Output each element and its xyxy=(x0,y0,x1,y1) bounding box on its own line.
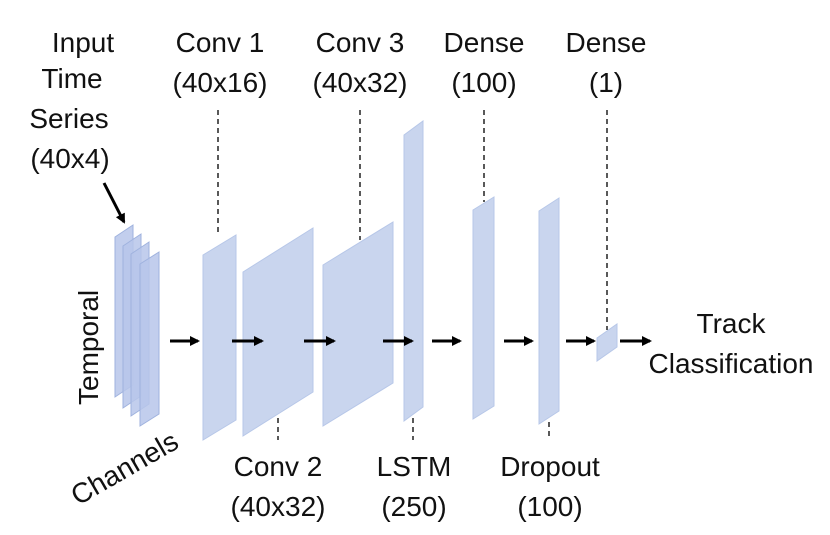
conv2-shape: (40x32) xyxy=(231,491,326,522)
lstm-name: LSTM xyxy=(377,451,452,482)
input-pointer-arrow xyxy=(102,182,126,224)
dropout-layer xyxy=(538,197,560,425)
output-label-line2: Classification xyxy=(649,348,814,379)
output-label: Track Classification xyxy=(649,308,814,379)
conv3-shape: (40x32) xyxy=(313,67,408,98)
input-label-line4: (40x4) xyxy=(30,143,109,174)
conv1-shape: (40x16) xyxy=(173,67,268,98)
input-slab-4 xyxy=(139,251,160,427)
input-label-line1: Input xyxy=(52,27,114,58)
conv1-label: Conv 1 (40x16) xyxy=(173,27,268,98)
input-label-line2: Time xyxy=(41,63,102,94)
dense2-layer xyxy=(596,323,618,362)
output-label-line1: Track xyxy=(697,308,767,339)
dropout-label: Dropout (100) xyxy=(500,451,600,522)
input-label: Input Time Series (40x4) xyxy=(29,27,114,174)
input-label-line3: Series xyxy=(29,103,108,134)
conv1-layer xyxy=(202,234,237,441)
lstm-shape: (250) xyxy=(381,491,446,522)
dense2-name: Dense xyxy=(566,27,647,58)
lstm-layer xyxy=(403,120,424,422)
conv2-layer xyxy=(242,227,314,437)
conv3-name: Conv 3 xyxy=(316,27,405,58)
dense1-shape: (100) xyxy=(451,67,516,98)
dropout-shape: (100) xyxy=(517,491,582,522)
conv1-name: Conv 1 xyxy=(176,27,265,58)
conv3-layer xyxy=(322,221,394,427)
channels-axis-label: Channels xyxy=(66,425,184,511)
input-time-series-block xyxy=(114,224,160,427)
conv2-name: Conv 2 xyxy=(234,451,323,482)
conv3-label: Conv 3 (40x32) xyxy=(313,27,408,98)
dense1-layer xyxy=(472,196,495,420)
temporal-axis-label: Temporal xyxy=(73,290,104,405)
dense2-label: Dense (1) xyxy=(566,27,647,98)
dense1-label: Dense (100) xyxy=(444,27,525,98)
dense1-name: Dense xyxy=(444,27,525,58)
dropout-name: Dropout xyxy=(500,451,600,482)
lstm-label: LSTM (250) xyxy=(377,451,452,522)
conv2-label: Conv 2 (40x32) xyxy=(231,451,326,522)
dense2-shape: (1) xyxy=(589,67,623,98)
